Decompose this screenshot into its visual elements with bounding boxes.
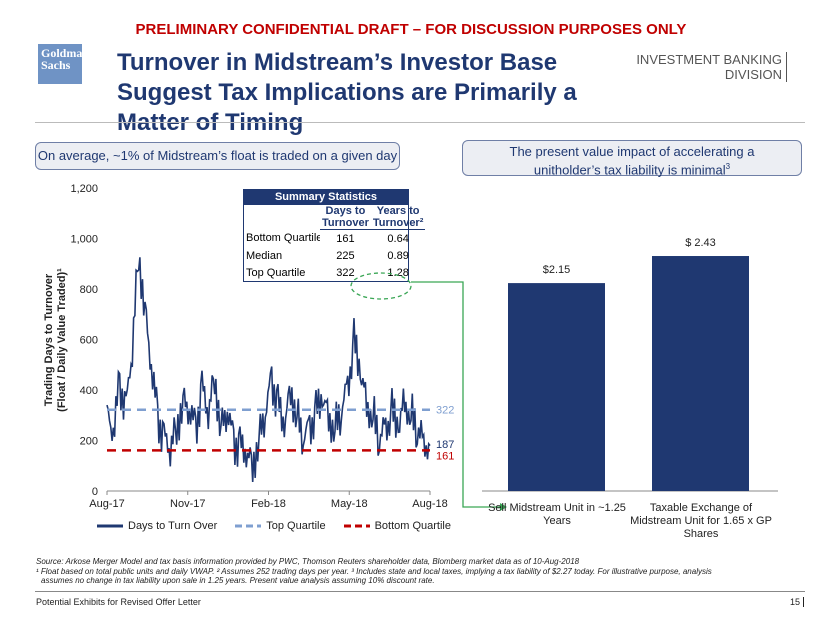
callout-right-line2: unitholder’s tax liability is minimal — [533, 162, 726, 178]
y-tick-label: 600 — [80, 335, 98, 347]
y-tick-label: 400 — [80, 385, 98, 397]
legend-label: Days to Turn Over — [128, 520, 218, 532]
division-line1: INVESTMENT BANKING — [636, 52, 782, 67]
y-axis-label-line1: Trading Days to Turnover — [43, 273, 55, 406]
y-axis-label: Trading Days to Turnover(Float / Daily V… — [43, 268, 68, 412]
data-label: 322 — [436, 405, 454, 417]
goldman-sachs-logo: Goldman Sachs — [38, 44, 89, 84]
cell: 0.64 — [387, 232, 409, 245]
callout-right: The present value impact of accelerating… — [462, 140, 802, 178]
cell: 322 — [336, 266, 355, 279]
footer-text: Potential Exhibits for Revised Offer Let… — [36, 597, 201, 607]
legend-item: Top Quartile — [235, 520, 326, 532]
col-header: Turnover — [320, 217, 371, 230]
bar-value-label: $ 2.43 — [685, 237, 716, 249]
row-label: Median — [246, 249, 283, 262]
callout-left: On average, ~1% of Midstream’s float is … — [35, 142, 400, 170]
cell: 225 — [336, 249, 355, 262]
y-tick-label: 1,200 — [70, 183, 98, 195]
divider — [35, 122, 805, 123]
footnote: ¹ Float based on total public units and … — [36, 566, 712, 576]
table-row: Median 225 0.89 — [244, 247, 425, 264]
y-tick-label: 200 — [80, 436, 98, 448]
col-header: Days to — [325, 205, 366, 217]
legend-label: Top Quartile — [266, 520, 326, 532]
bar-category-label: Sell Midstream Unit in ~1.25 Years — [488, 502, 626, 527]
callout-right-line1: The present value impact of accelerating… — [509, 144, 755, 159]
cell: 1.28 — [387, 266, 409, 279]
cell: 0.89 — [387, 249, 409, 262]
row-label: Top Quartile — [246, 266, 306, 279]
y-tick-label: 1,000 — [70, 234, 98, 246]
bar-category-label: Taxable Exchange of Midstream Unit for 1… — [630, 502, 772, 540]
confidential-banner: PRELIMINARY CONFIDENTIAL DRAFT – FOR DIS… — [135, 21, 687, 38]
footnotes: Source: Arkose Merger Model and tax basi… — [36, 557, 816, 586]
bar — [508, 283, 605, 491]
legend-label: Bottom Quartile — [374, 520, 451, 532]
x-tick-label: Aug-18 — [412, 498, 447, 510]
cell: 161 — [336, 232, 355, 245]
summary-title: Summary Statistics — [244, 190, 408, 205]
x-tick-label: Feb-18 — [251, 498, 286, 510]
division-line2: DIVISION — [724, 67, 782, 82]
series-line-days-to-turn-over — [106, 257, 431, 483]
summary-statistics-table: Summary Statistics Days to Years to Turno… — [243, 189, 426, 282]
page-number: 15 — [770, 597, 804, 607]
legend-item: Bottom Quartile — [343, 520, 451, 532]
y-axis-label-line2: (Float / Daily Value Traded)¹ — [56, 268, 68, 412]
table-row: Top Quartile 322 1.28 — [244, 264, 425, 281]
y-tick-label: 0 — [92, 486, 98, 498]
data-label: 161 — [436, 450, 454, 462]
source-note: Source: Arkose Merger Model and tax basi… — [36, 557, 580, 566]
bar-value-label: $2.15 — [543, 264, 571, 276]
col-header: Turnover² — [370, 217, 426, 230]
divider — [35, 591, 805, 592]
footnote-ref: 3 — [725, 162, 731, 171]
data-label: 187 — [436, 439, 454, 451]
x-tick-label: Aug-17 — [89, 498, 124, 510]
table-row: Bottom Quartile 161 0.64 — [244, 230, 425, 248]
bar — [652, 256, 749, 491]
chart-legend: Days to Turn Over Top Quartile Bottom Qu… — [97, 520, 451, 532]
x-tick-label: Nov-17 — [170, 498, 205, 510]
division-label: INVESTMENT BANKING DIVISION — [636, 52, 787, 82]
y-tick-label: 800 — [80, 284, 98, 296]
x-tick-label: May-18 — [331, 498, 368, 510]
legend-item: Days to Turn Over — [97, 520, 217, 532]
col-header: Years to — [376, 205, 420, 217]
footnote: assumes no change in tax liability upon … — [41, 576, 435, 585]
row-label: Bottom Quartile — [246, 232, 320, 245]
